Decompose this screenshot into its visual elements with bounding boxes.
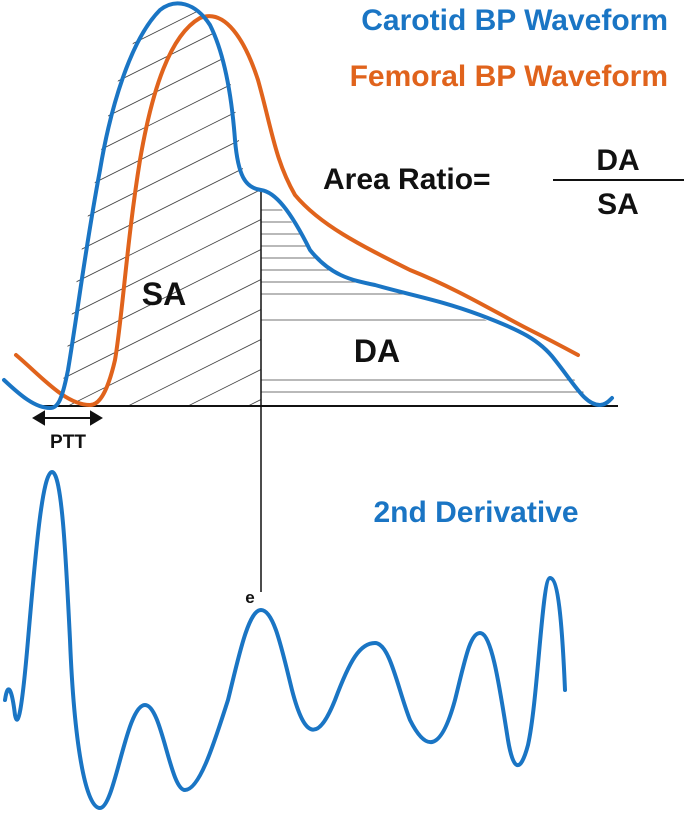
- diastolic-area-label: DA: [354, 333, 400, 369]
- second-derivative-waveform: [3, 469, 567, 811]
- carotid-waveform: [2, 1, 614, 411]
- femoral-legend-label: Femoral BP Waveform: [350, 60, 668, 93]
- systolic-area-label: SA: [142, 276, 186, 312]
- ptt-label: PTT: [50, 432, 86, 453]
- systolic-area-hatching: [60, 2, 261, 405]
- carotid-legend-label: Carotid BP Waveform: [361, 4, 668, 37]
- formula-denominator: SA: [597, 188, 639, 221]
- area-ratio-label: Area Ratio=: [323, 163, 491, 196]
- femoral-waveform: [14, 14, 580, 408]
- formula-numerator: DA: [596, 144, 639, 177]
- ptt-arrow: [32, 410, 103, 426]
- derivative-point-e-label: e: [245, 588, 254, 607]
- derivative-title: 2nd Derivative: [373, 496, 578, 529]
